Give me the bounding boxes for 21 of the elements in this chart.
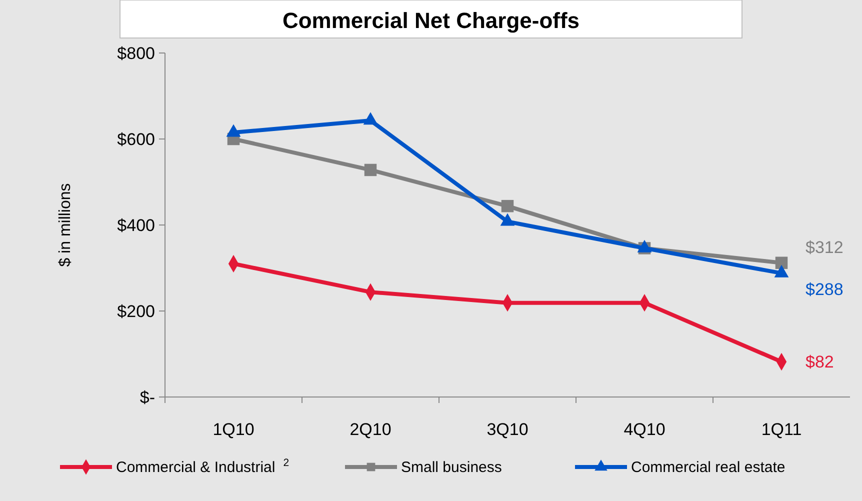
y-tick-label: $800 (117, 44, 155, 63)
data-label: $288 (806, 280, 844, 300)
x-tick-label: 1Q10 (212, 420, 254, 439)
legend-label: Commercial & Industrial$^{2}$ (116, 457, 290, 476)
chart-title: Commercial Net Charge-offs (282, 8, 580, 33)
x-tick-label: 2Q10 (350, 420, 392, 439)
y-axis-title: $ in millions (57, 183, 74, 267)
point (501, 200, 514, 212)
point (775, 256, 788, 269)
legend-label: Small business (401, 459, 502, 476)
point (364, 164, 377, 176)
y-tick-label: $200 (117, 302, 155, 321)
x-tick-label: 1Q11 (761, 420, 802, 439)
x-tick-label: 4Q10 (624, 420, 666, 439)
legend-label: Commercial real estate (631, 459, 786, 476)
y-tick-label: $400 (117, 216, 155, 235)
data-label: $312 (806, 238, 844, 257)
x-tick-label: 3Q10 (486, 420, 528, 439)
y-tick-label: $- (140, 388, 155, 407)
data-label: $82 (806, 352, 834, 372)
y-tick-label: $600 (117, 130, 155, 149)
